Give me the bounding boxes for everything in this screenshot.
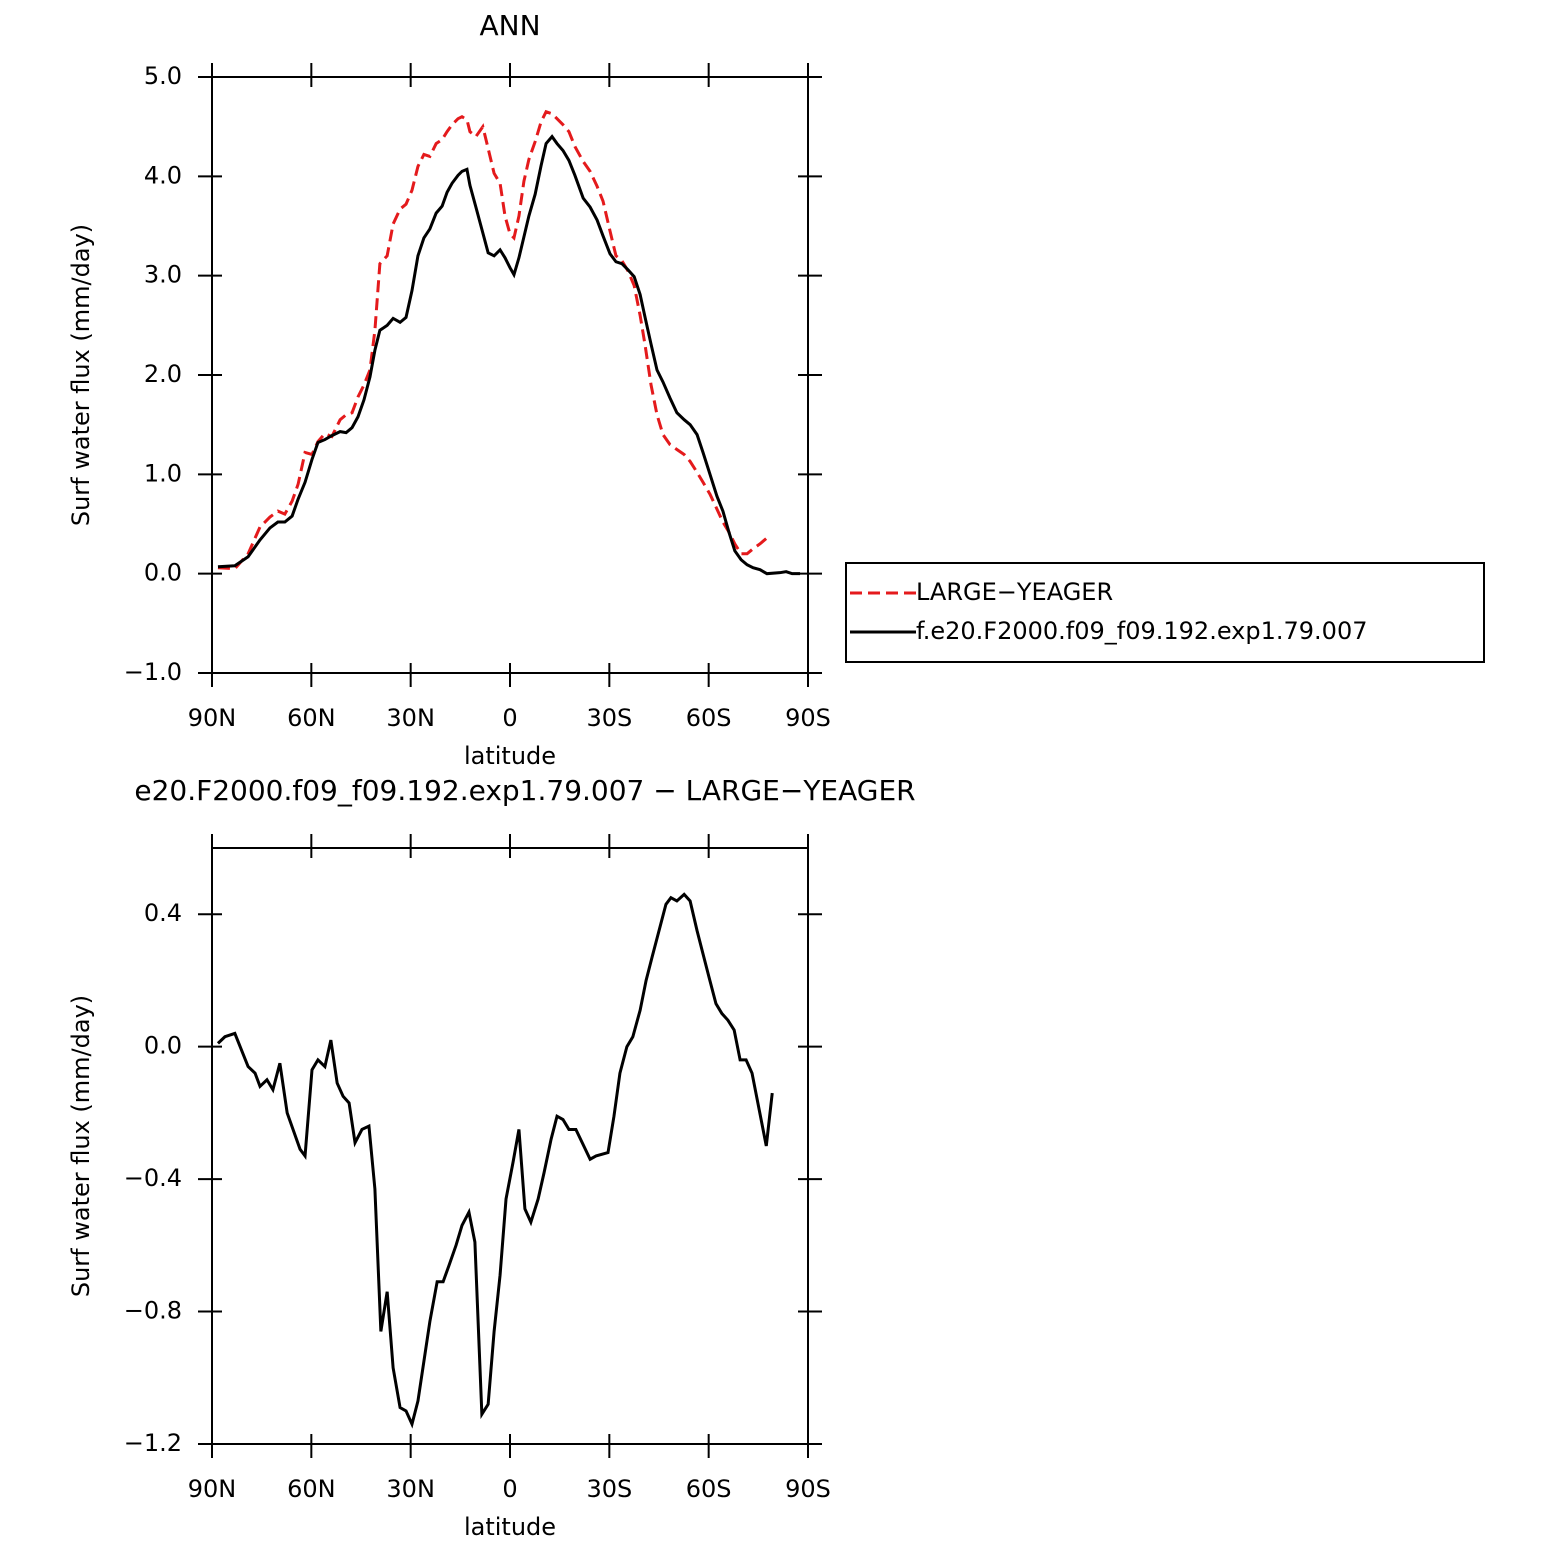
data-line [217,109,768,571]
y-tick-label: −0.8 [124,1297,182,1325]
x-tick-label: 60S [686,704,732,732]
y-tick-label: 2.0 [144,360,182,388]
y-tick-label: 1.0 [144,459,182,487]
legend-box [845,562,1485,663]
data-line [216,892,774,1429]
y-tick-label: 0.4 [144,899,182,927]
x-tick-label: 90N [188,704,237,732]
x-tick-label: 60N [287,704,336,732]
x-axis-label: latitude [464,1513,556,1541]
y-tick-label: −0.4 [124,1164,182,1192]
y-axis-label: Surf water flux (mm/day) [67,224,95,526]
legend-label: f.e20.F2000.f09_f09.192.exp1.79.007 [916,617,1367,645]
y-tick-label: 0.0 [144,1032,182,1060]
y-tick-label: 3.0 [144,261,182,289]
plot-frame [211,847,809,1445]
legend-label: LARGE−YEAGER [916,578,1113,606]
x-tick-label: 90S [785,704,831,732]
x-tick-label: 90S [785,1475,831,1503]
data-line [217,134,801,576]
x-tick-label: 0 [502,1475,517,1503]
x-axis-label: latitude [464,742,556,770]
y-tick-label: 5.0 [144,62,182,90]
x-tick-label: 90N [188,1475,237,1503]
x-tick-label: 30N [386,704,435,732]
x-tick-label: 60S [686,1475,732,1503]
plot-frame [211,76,809,674]
chart-title: e20.F2000.f09_f09.192.exp1.79.007 − LARG… [134,774,915,807]
y-axis-label: Surf water flux (mm/day) [67,995,95,1297]
x-tick-label: 30S [586,704,632,732]
chart-title: ANN [479,9,540,42]
x-tick-label: 0 [502,704,517,732]
x-tick-label: 60N [287,1475,336,1503]
y-tick-label: −1.0 [124,658,182,686]
x-tick-label: 30S [586,1475,632,1503]
y-tick-label: −1.2 [124,1429,182,1457]
y-tick-label: 4.0 [144,161,182,189]
x-tick-label: 30N [386,1475,435,1503]
y-tick-label: 0.0 [144,559,182,587]
